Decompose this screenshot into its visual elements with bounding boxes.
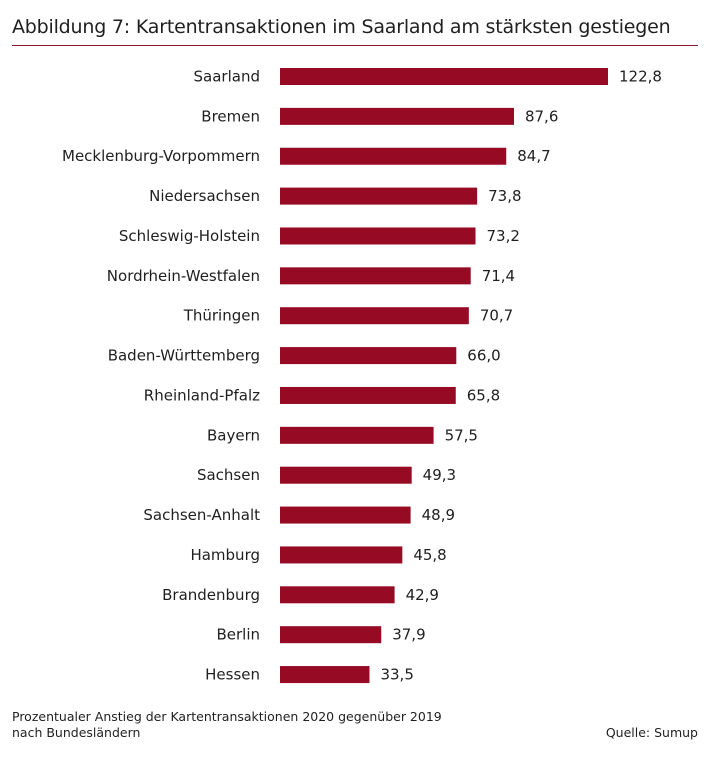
title-divider [12, 45, 698, 46]
bar [280, 147, 507, 165]
value-label: 33,5 [380, 666, 413, 684]
category-label: Bremen [201, 107, 260, 125]
value-label: 57,5 [445, 426, 478, 444]
bar [280, 626, 382, 644]
category-label: Schleswig-Holstein [119, 227, 260, 245]
bar [280, 386, 456, 404]
footnote-line-1: Prozentualer Anstieg der Kartentransakti… [12, 709, 442, 724]
category-label: Hamburg [190, 546, 260, 564]
chart-footnote: Prozentualer Anstieg der Kartentransakti… [12, 709, 532, 741]
value-label: 84,7 [517, 147, 550, 165]
category-label: Rheinland-Pfalz [144, 386, 260, 404]
value-label: 122,8 [619, 68, 662, 86]
bar [280, 546, 403, 564]
category-label: Sachsen [197, 466, 260, 484]
value-label: 73,8 [488, 187, 521, 205]
source-note: Quelle: Sumup [605, 725, 698, 740]
category-label: Nordrhein-Westfalen [107, 267, 260, 285]
bar [280, 466, 412, 484]
value-label: 70,7 [480, 307, 513, 325]
bar [280, 267, 471, 285]
bar [280, 666, 370, 684]
bar [280, 307, 469, 325]
bar [280, 187, 478, 205]
category-label: Brandenburg [162, 586, 260, 604]
category-label: Thüringen [183, 307, 260, 325]
category-label: Niedersachsen [149, 187, 260, 205]
value-label: 37,9 [392, 626, 425, 644]
value-label: 45,8 [413, 546, 446, 564]
value-label: 48,9 [422, 506, 455, 524]
category-label: Mecklenburg-Vorpommern [62, 147, 260, 165]
value-label: 42,9 [406, 586, 439, 604]
bar [280, 107, 514, 125]
bar [280, 586, 395, 604]
bar [280, 68, 608, 85]
chart-title: Abbildung 7: Kartentransaktionen im Saar… [12, 16, 671, 38]
category-label: Hessen [205, 666, 260, 684]
category-label: Saarland [194, 68, 260, 86]
bar [280, 227, 476, 245]
value-label: 73,2 [487, 227, 520, 245]
value-label: 87,6 [525, 107, 558, 125]
category-label: Bayern [207, 426, 260, 444]
bar [280, 506, 411, 524]
footnote-line-2: nach Bundesländern [12, 725, 141, 740]
value-label: 65,8 [467, 386, 500, 404]
value-label: 66,0 [467, 347, 500, 365]
category-label: Berlin [216, 626, 260, 644]
category-label: Sachsen-Anhalt [143, 506, 260, 524]
bar-chart: Saarland 122,8 Bremen 87,6 Mecklenburg-Vorpo… [62, 68, 662, 684]
value-label: 49,3 [423, 466, 456, 484]
value-label: 71,4 [482, 267, 515, 285]
bar [280, 347, 457, 365]
category-label: Baden-Württemberg [108, 347, 260, 365]
bar [280, 426, 434, 444]
